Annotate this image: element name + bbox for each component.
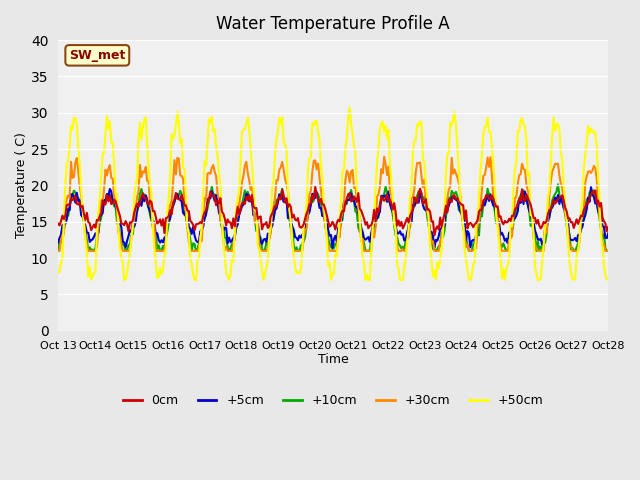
Y-axis label: Temperature ( C): Temperature ( C) <box>15 132 28 239</box>
Legend: 0cm, +5cm, +10cm, +30cm, +50cm: 0cm, +5cm, +10cm, +30cm, +50cm <box>118 389 548 412</box>
X-axis label: Time: Time <box>318 353 349 366</box>
Text: SW_met: SW_met <box>69 49 125 62</box>
Title: Water Temperature Profile A: Water Temperature Profile A <box>216 15 450 33</box>
